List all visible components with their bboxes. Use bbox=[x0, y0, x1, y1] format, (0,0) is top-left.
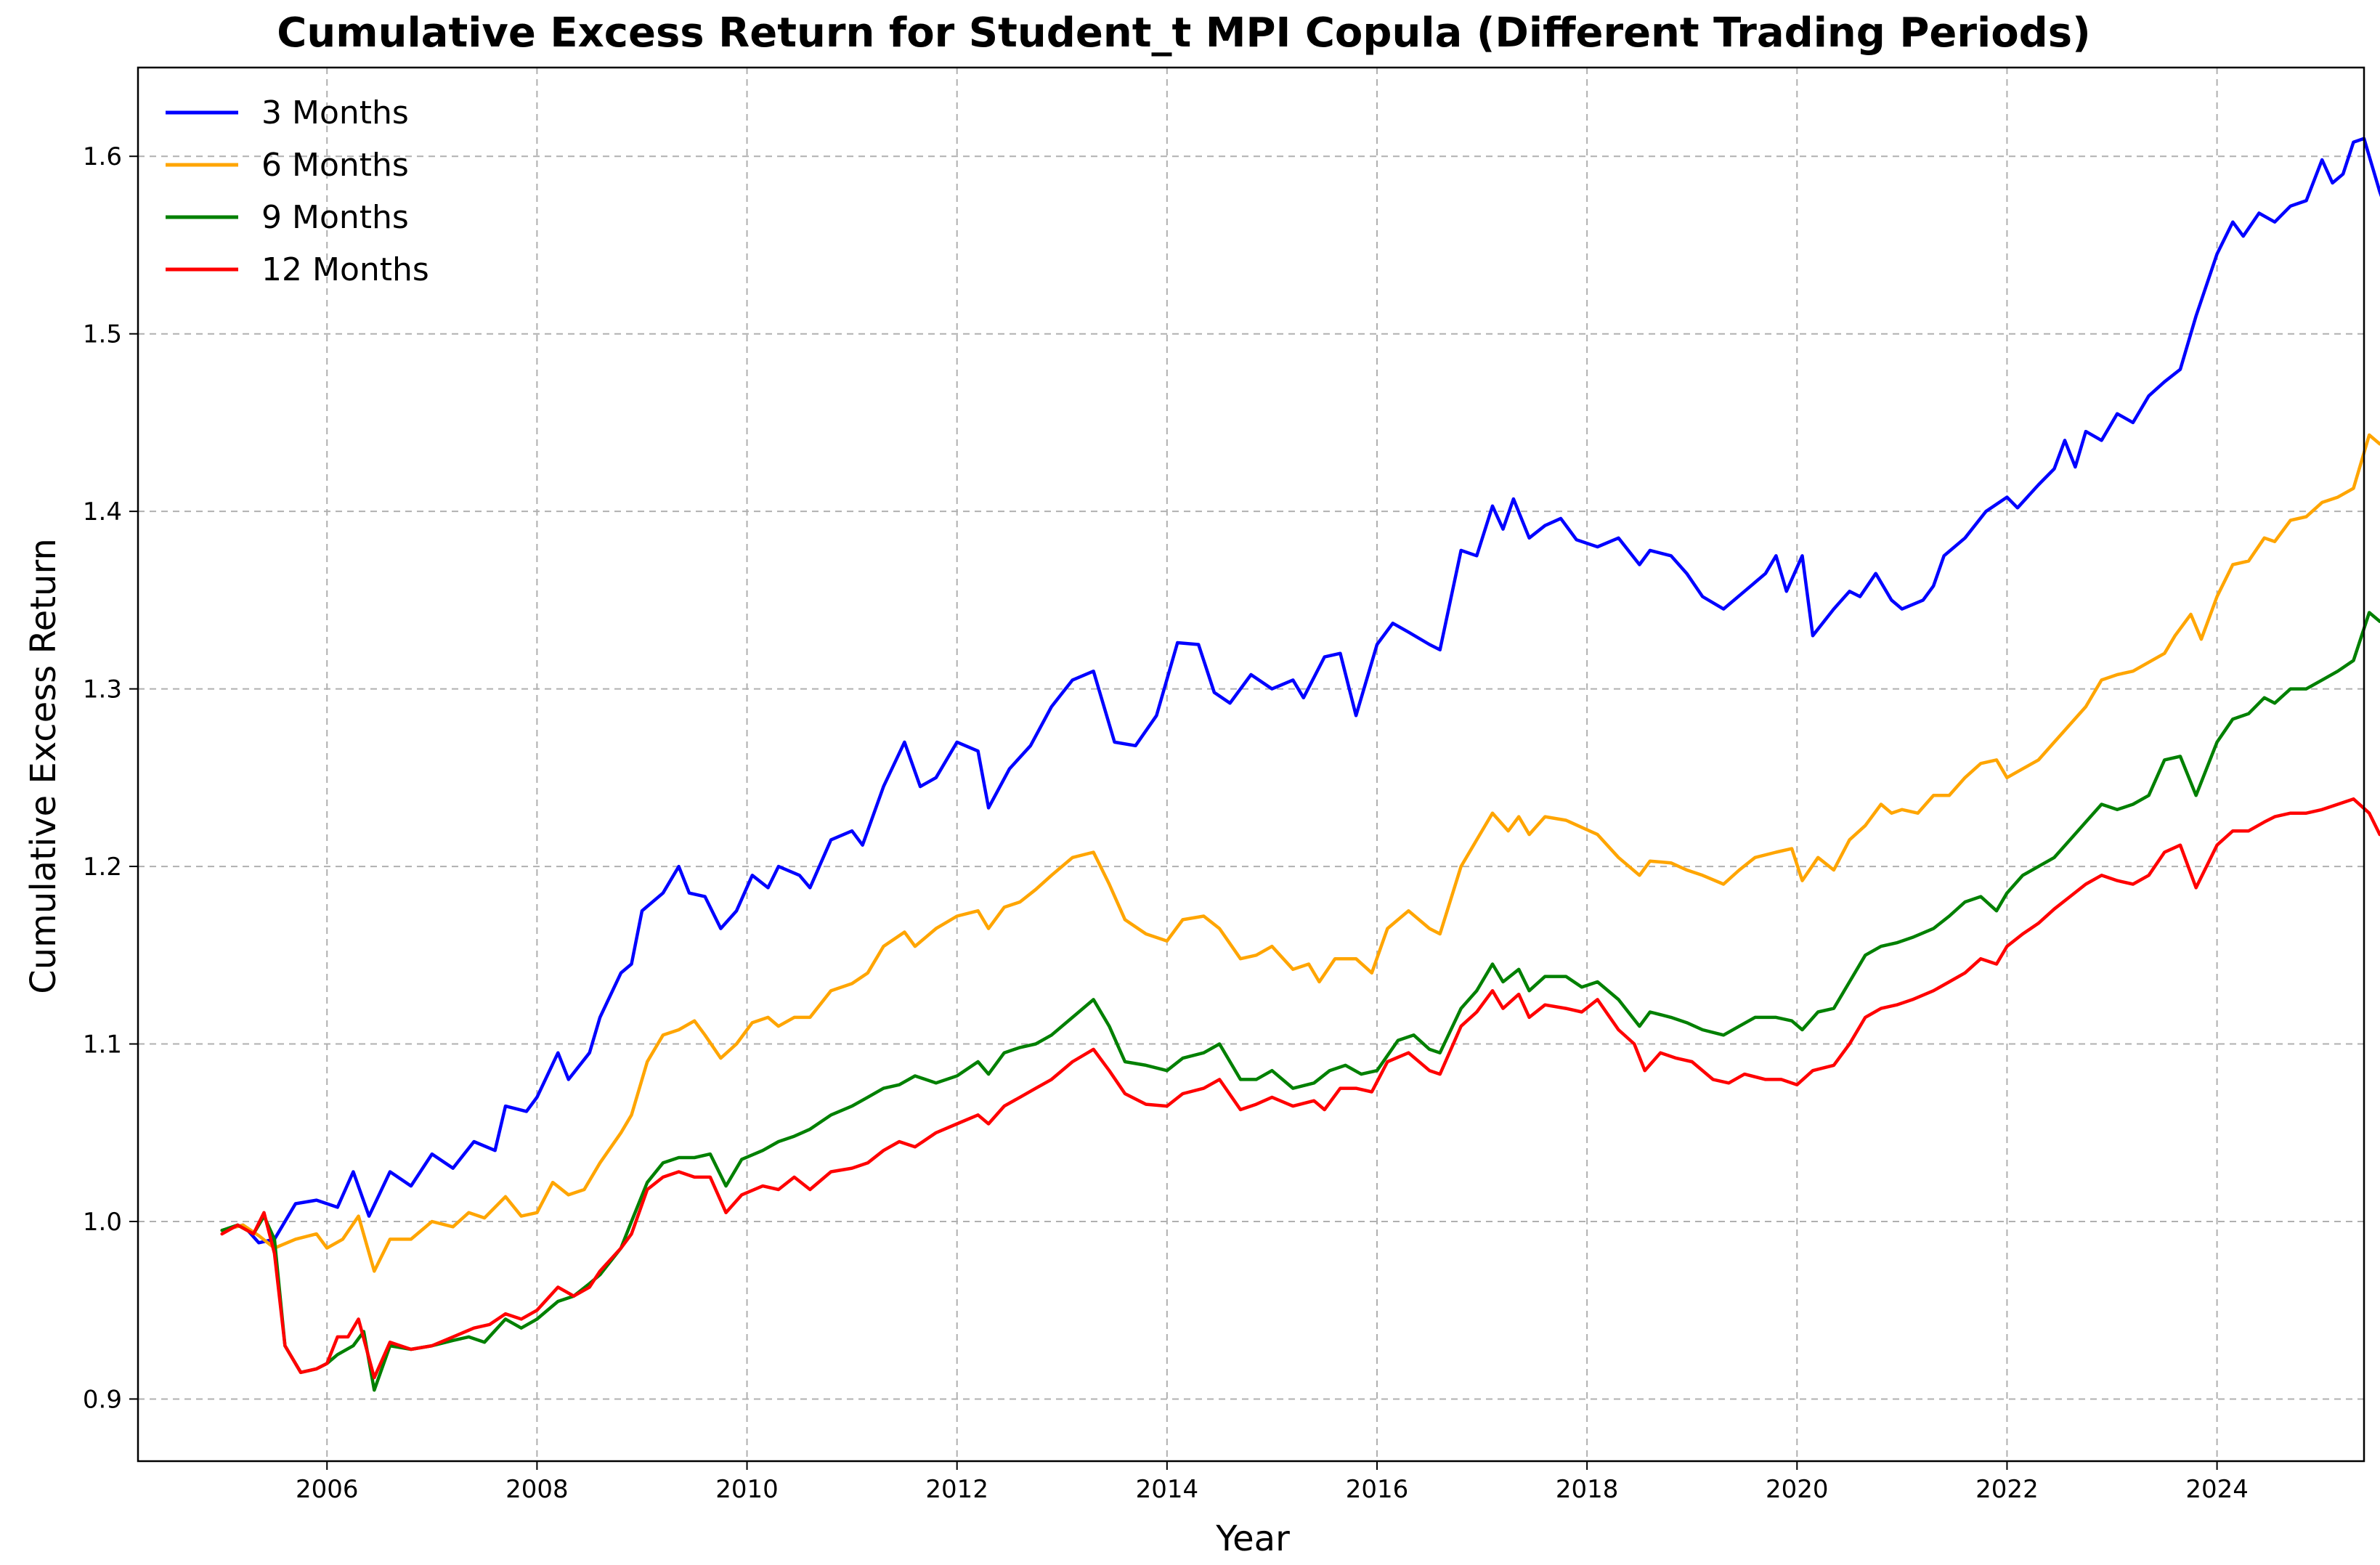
legend: 3 Months 6 Months 9 Months 12 Months bbox=[166, 94, 429, 288]
x-tick-label: 2024 bbox=[2185, 1475, 2249, 1504]
series-line-3-months bbox=[220, 137, 2380, 1245]
y-tick-label: 1.0 bbox=[83, 1208, 122, 1237]
plot-frame bbox=[137, 66, 2365, 1463]
series-line-9-months bbox=[220, 611, 2380, 1392]
y-tick-label: 1.6 bbox=[83, 142, 122, 171]
legend-label: 12 Months bbox=[261, 251, 429, 288]
x-tick-label: 2010 bbox=[715, 1475, 779, 1504]
legend-label: 3 Months bbox=[261, 94, 409, 131]
series-line-12-months bbox=[220, 797, 2380, 1380]
x-tick-label: 2008 bbox=[505, 1475, 569, 1504]
x-tick-label: 2006 bbox=[296, 1475, 359, 1504]
x-tick-label: 2022 bbox=[1975, 1475, 2039, 1504]
x-tick-label: 2020 bbox=[1766, 1475, 1829, 1504]
x-tick-label: 2014 bbox=[1136, 1475, 1199, 1504]
axis-ticks: 2006 2008 2010 2012 2014 2016 2018 2020 2022 2024… bbox=[83, 142, 2249, 1504]
series-line-6-months bbox=[220, 433, 2380, 1273]
y-tick-label: 1.5 bbox=[83, 320, 122, 349]
x-axis-label: Year bbox=[1215, 1519, 1290, 1559]
y-tick-label: 0.9 bbox=[83, 1385, 122, 1414]
y-tick-label: 1.2 bbox=[83, 853, 122, 882]
y-tick-label: 1.3 bbox=[83, 675, 122, 704]
x-tick-label: 2018 bbox=[1556, 1475, 1619, 1504]
chart-title: Cumulative Excess Return for Student_t M… bbox=[277, 9, 2090, 57]
x-tick-label: 2012 bbox=[925, 1475, 988, 1504]
y-tick-label: 1.4 bbox=[83, 497, 122, 527]
y-tick-label: 1.1 bbox=[83, 1031, 122, 1060]
series-lines bbox=[220, 137, 2380, 1392]
y-axis-label: Cumulative Excess Return bbox=[23, 538, 64, 994]
legend-label: 9 Months bbox=[261, 199, 409, 236]
x-tick-label: 2016 bbox=[1346, 1475, 1409, 1504]
legend-label: 6 Months bbox=[261, 147, 409, 184]
